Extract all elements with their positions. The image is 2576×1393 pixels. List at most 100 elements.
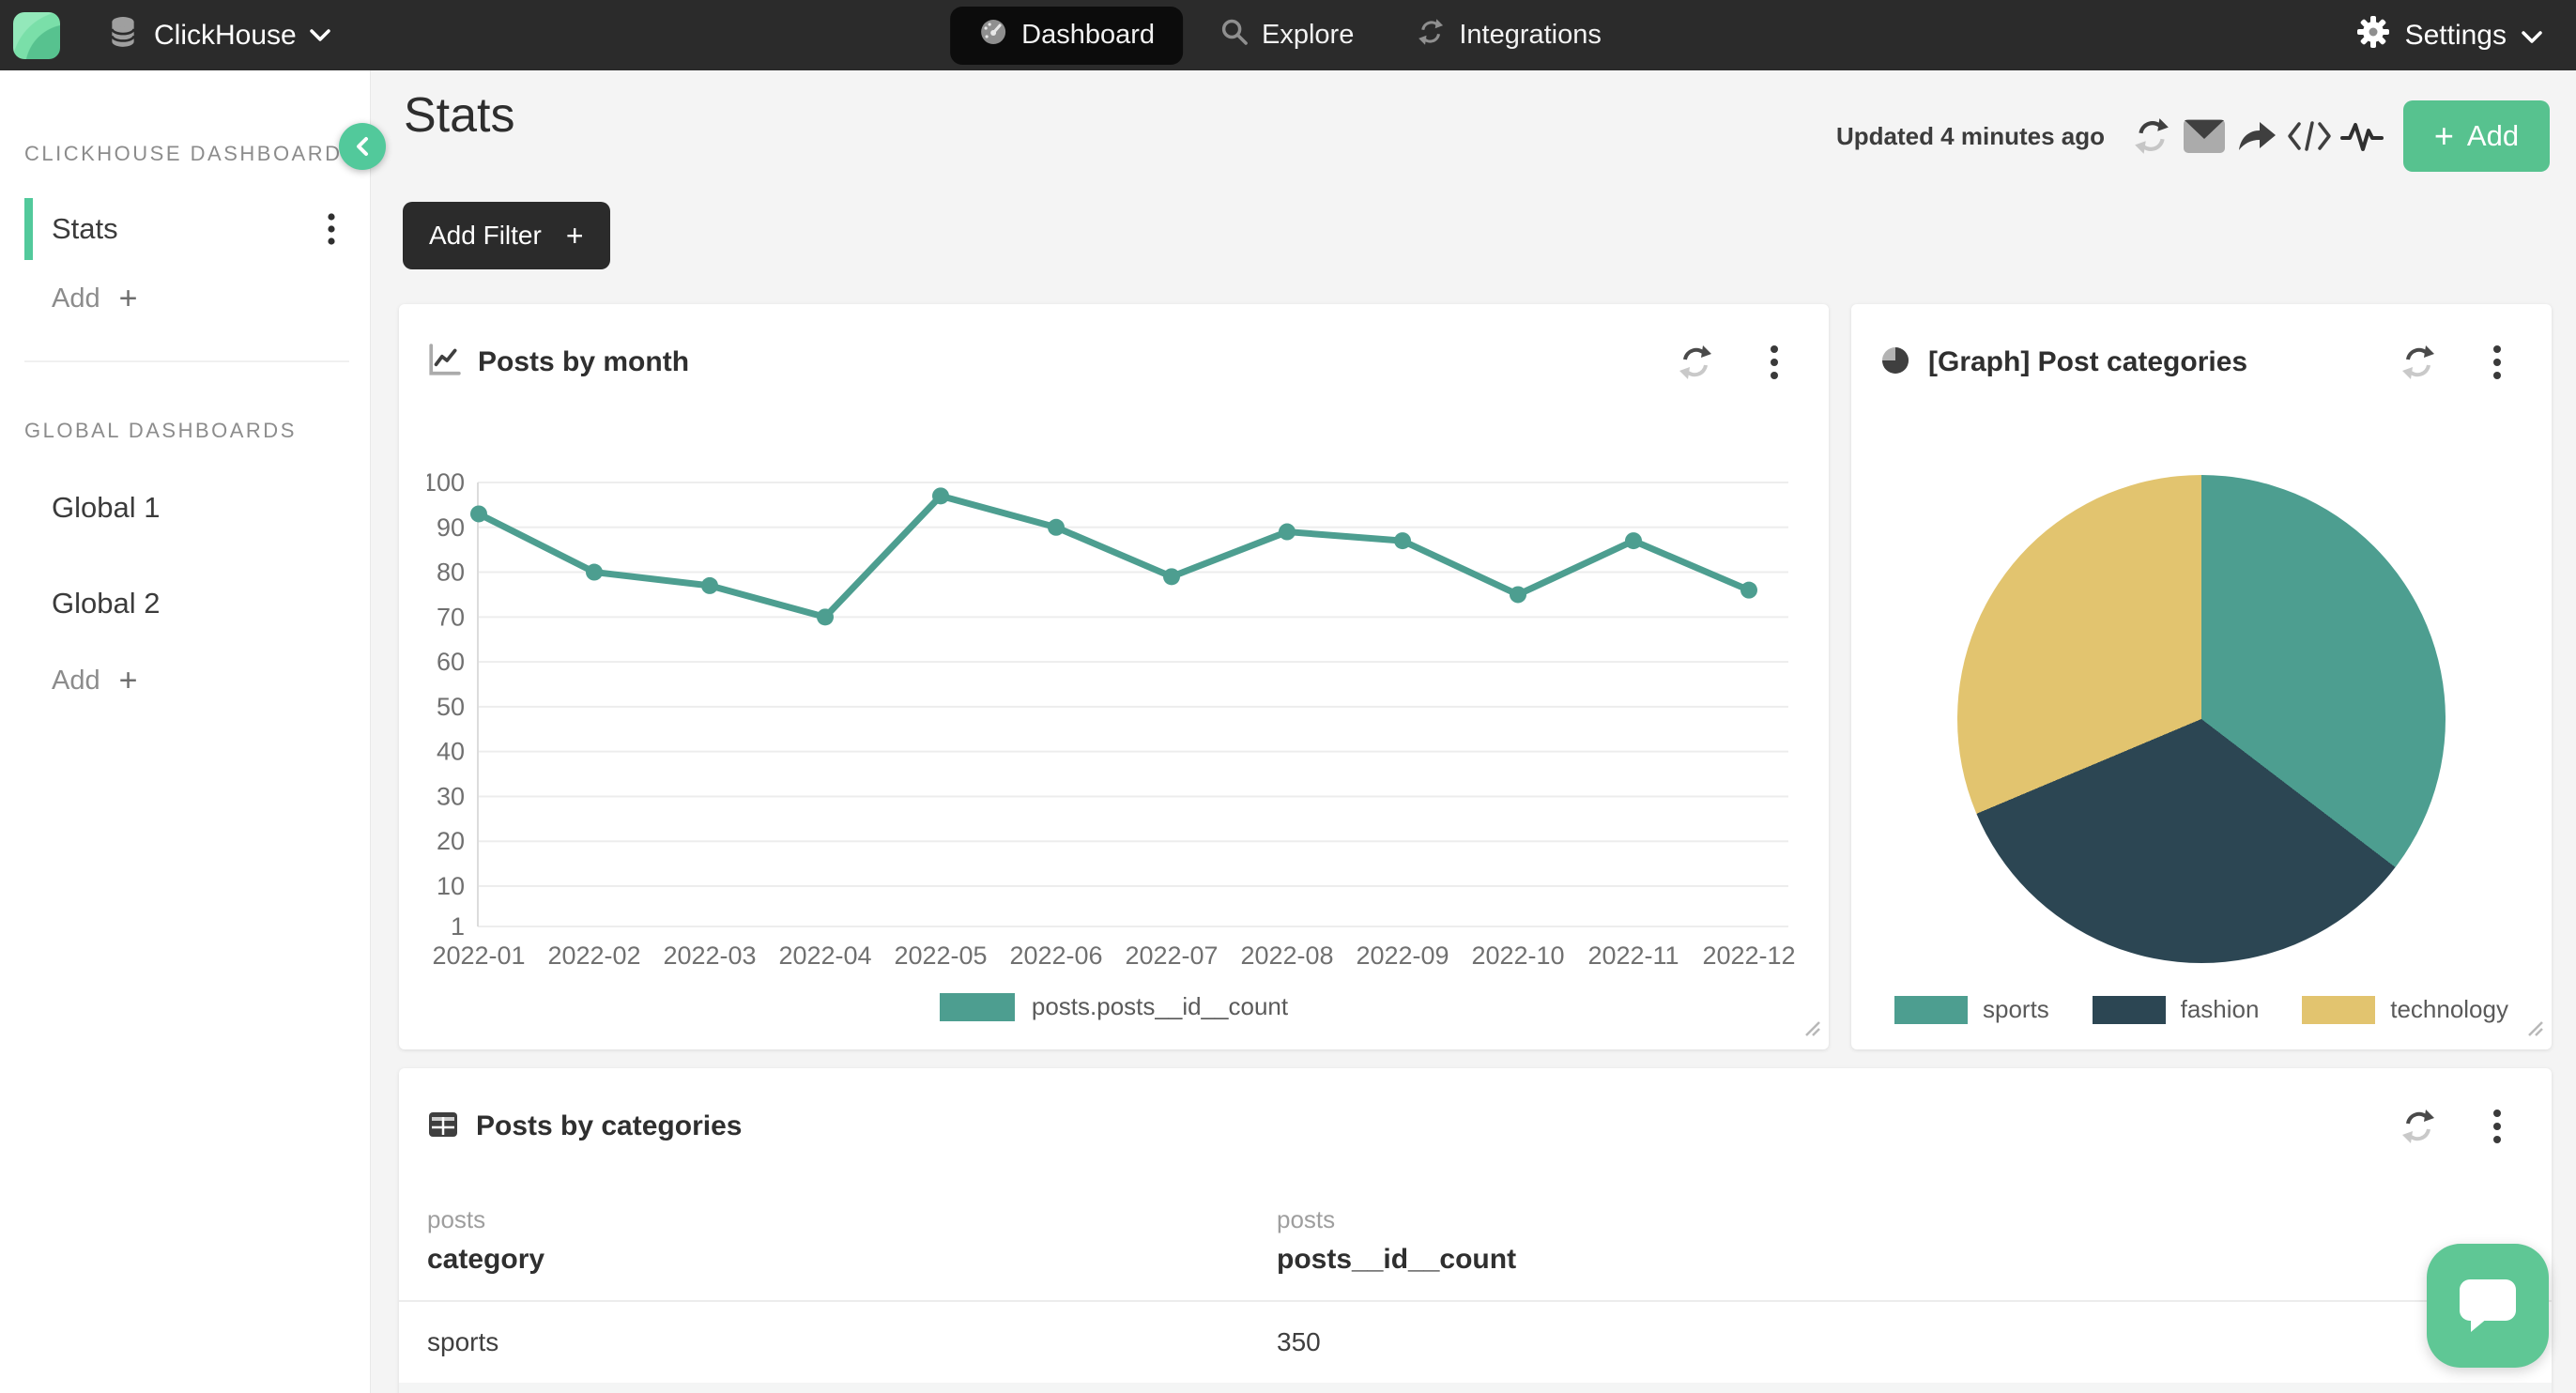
kebab-menu-icon[interactable] [2471, 336, 2523, 389]
svg-text:2022-10: 2022-10 [1471, 941, 1564, 970]
refresh-icon[interactable] [2125, 110, 2178, 162]
table-body: sports 350 fashion329 [399, 1302, 2552, 1393]
legend-item-sports: sports [1894, 995, 2049, 1024]
activity-icon[interactable] [2336, 110, 2388, 162]
header-actions: Updated 4 minutes ago [1836, 100, 2550, 172]
table-icon [427, 1110, 459, 1144]
table-cell: sports [427, 1327, 499, 1356]
email-icon[interactable] [2178, 110, 2231, 162]
dashboard-cards-row: Posts by month [399, 304, 2552, 1049]
line-chart-legend: posts.posts__id__count [399, 992, 1829, 1021]
search-icon [1220, 18, 1249, 54]
updated-timestamp: Updated 4 minutes ago [1835, 121, 2105, 150]
chevron-down-icon [2522, 20, 2542, 52]
card-header: Posts by categories [399, 1068, 2552, 1153]
svg-text:2022-04: 2022-04 [778, 941, 871, 970]
legend-swatch [2302, 995, 2376, 1024]
page-title: Stats [404, 88, 515, 143]
sidebar-collapse-button[interactable] [339, 123, 386, 170]
share-icon[interactable] [2231, 110, 2283, 162]
sync-icon [1416, 17, 1446, 54]
nav-tabs: Dashboard Explore Integrations [950, 0, 1626, 70]
table-header-divider [399, 1300, 2552, 1302]
sidebar-item-global-1[interactable]: Global 1 [24, 477, 349, 539]
card-title: Posts by month [478, 346, 690, 377]
sidebar-divider [24, 360, 349, 362]
tab-label: Integrations [1459, 20, 1602, 50]
add-button[interactable]: + Add [2403, 100, 2550, 172]
chat-launcher-button[interactable] [2427, 1244, 2549, 1368]
top-nav: ClickHouse Dashboard [0, 0, 2576, 70]
refresh-icon[interactable] [2392, 1100, 2445, 1153]
pie-chart-legend: sports fashion technology [1851, 995, 2552, 1024]
svg-text:40: 40 [437, 738, 465, 766]
column-header-count: posts posts__id__count [1277, 1205, 2523, 1276]
tab-explore[interactable]: Explore [1196, 7, 1378, 65]
chevron-down-icon[interactable] [309, 28, 330, 42]
legend-label: fashion [2180, 995, 2260, 1023]
chat-bubble-icon [2460, 1279, 2516, 1332]
tab-label: Explore [1262, 20, 1355, 50]
legend-item-technology: technology [2302, 995, 2508, 1024]
svg-text:20: 20 [437, 827, 465, 855]
resize-handle-icon[interactable] [2525, 1018, 2544, 1042]
card-posts-by-month: Posts by month [399, 304, 1829, 1049]
svg-text:2022-09: 2022-09 [1356, 941, 1449, 970]
filter-bar: Add Filter + [403, 202, 610, 269]
settings-label: Settings [2404, 19, 2507, 51]
sidebar-item-stats[interactable]: Stats [24, 198, 349, 260]
kebab-menu-icon[interactable] [2471, 1100, 2523, 1153]
resize-handle-icon[interactable] [1802, 1018, 1821, 1042]
legend-swatch [2092, 995, 2166, 1024]
svg-text:70: 70 [437, 603, 465, 631]
sidebar-item-global-2[interactable]: Global 2 [24, 573, 349, 635]
card-header: Posts by month [399, 304, 1829, 389]
gauge-icon [978, 17, 1008, 54]
legend-label: sports [1983, 995, 2049, 1023]
card-posts-by-categories: Posts by categories [399, 1068, 2552, 1393]
add-button-label: Add [2466, 119, 2520, 152]
sidebar-item-label: Stats [52, 212, 118, 245]
svg-text:2022-05: 2022-05 [894, 941, 987, 970]
refresh-icon[interactable] [1669, 336, 1722, 389]
code-icon[interactable] [2283, 110, 2336, 162]
refresh-icon[interactable] [2392, 336, 2445, 389]
svg-text:90: 90 [437, 513, 465, 542]
table-row: sports 350 [399, 1302, 2552, 1383]
add-filter-label: Add Filter [429, 221, 542, 250]
tab-dashboard[interactable]: Dashboard [950, 6, 1183, 65]
app-logo [13, 11, 60, 59]
add-label: Add [52, 666, 100, 696]
add-filter-button[interactable]: Add Filter + [403, 202, 610, 269]
line-chart-icon [427, 343, 461, 382]
svg-text:2022-03: 2022-03 [663, 941, 756, 970]
sidebar-item-label: Global 2 [52, 587, 161, 620]
sidebar-section-heading: GLOBAL DASHBOARDS [24, 419, 297, 442]
card-title: [Graph] Post categories [1928, 346, 2248, 377]
settings-menu[interactable]: Settings [2356, 0, 2542, 70]
column-name: category [427, 1244, 545, 1275]
column-group: posts [427, 1205, 486, 1233]
svg-text:100: 100 [427, 468, 465, 497]
kebab-menu-icon[interactable] [321, 207, 342, 252]
plus-icon: + [118, 663, 138, 698]
svg-text:50: 50 [437, 693, 465, 721]
svg-text:2022-11: 2022-11 [1587, 941, 1679, 970]
legend-swatch [939, 992, 1015, 1021]
svg-text:2022-06: 2022-06 [1009, 941, 1102, 970]
brand[interactable]: ClickHouse [13, 11, 330, 59]
sidebar-add-global-dashboard[interactable]: Add + [24, 663, 349, 699]
legend-label: posts.posts__id__count [1031, 992, 1289, 1020]
plus-icon: + [565, 218, 584, 253]
plus-icon: + [118, 281, 138, 316]
plus-icon: + [2433, 116, 2454, 155]
table-cell: 350 [1277, 1327, 1321, 1356]
kebab-menu-icon[interactable] [1748, 336, 1801, 389]
pie-chart-icon [1879, 344, 1911, 381]
column-header-category: posts category [427, 1205, 1277, 1276]
tab-integrations[interactable]: Integrations [1391, 7, 1626, 65]
sidebar-add-dashboard[interactable]: Add + [24, 281, 349, 317]
table-column-headers: posts category posts posts__id__count [399, 1205, 2552, 1276]
legend-swatch [1894, 995, 1968, 1024]
